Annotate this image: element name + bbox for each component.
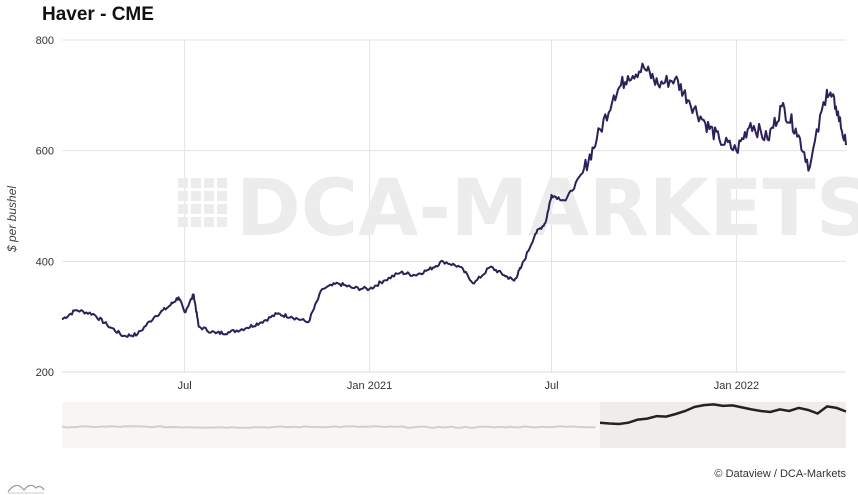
x-tick-label: Jan 2022 xyxy=(714,380,759,392)
y-tick-label: 400 xyxy=(36,256,54,268)
navigator-selected-line xyxy=(599,403,847,426)
navigator[interactable] xyxy=(61,402,847,448)
y-tick-label: 200 xyxy=(36,367,54,379)
chart-title: Haver - CME xyxy=(42,4,154,25)
grid-lines xyxy=(62,39,846,373)
credit-text: © Dataview / DCA-Markets xyxy=(714,468,846,480)
y-axis-ticks: 200 400 600 800 xyxy=(36,35,54,379)
x-tick-label: Jul xyxy=(544,380,558,392)
dca-logo-icon xyxy=(7,484,45,494)
x-tick-label: Jul xyxy=(178,380,192,392)
navigator-past-line xyxy=(61,425,596,429)
series-line xyxy=(61,62,847,338)
watermark: DCA-MARKETS xyxy=(178,164,858,254)
y-tick-label: 800 xyxy=(36,35,54,47)
y-tick-label: 600 xyxy=(36,146,54,158)
watermark-text: DCA-MARKETS xyxy=(236,164,858,254)
navigator-selection[interactable] xyxy=(600,402,846,448)
x-tick-label: Jan 2021 xyxy=(347,380,392,392)
x-axis-ticks: Jul Jan 2021 Jul Jan 2022 xyxy=(178,380,759,392)
